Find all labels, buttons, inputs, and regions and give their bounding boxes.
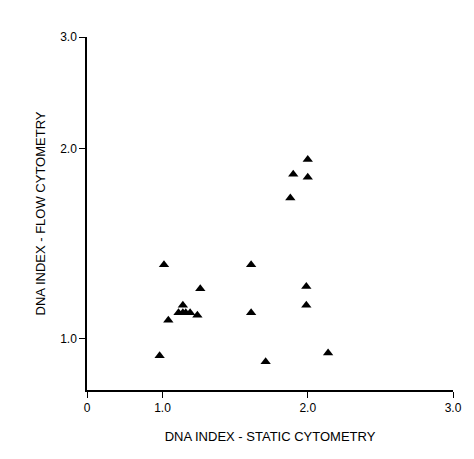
svg-text:2.0: 2.0 xyxy=(299,401,316,415)
svg-text:DNA INDEX - STATIC CYTOMETRY: DNA INDEX - STATIC CYTOMETRY xyxy=(165,429,376,444)
svg-text:2.0: 2.0 xyxy=(60,142,77,156)
svg-text:1.0: 1.0 xyxy=(154,401,171,415)
svg-text:3.0: 3.0 xyxy=(445,401,462,415)
svg-text:0: 0 xyxy=(84,401,91,415)
svg-text:3.0: 3.0 xyxy=(60,30,77,44)
svg-text:DNA INDEX - FLOW CYTOMETRY: DNA INDEX - FLOW CYTOMETRY xyxy=(33,111,48,315)
svg-text:1.0: 1.0 xyxy=(60,332,77,346)
